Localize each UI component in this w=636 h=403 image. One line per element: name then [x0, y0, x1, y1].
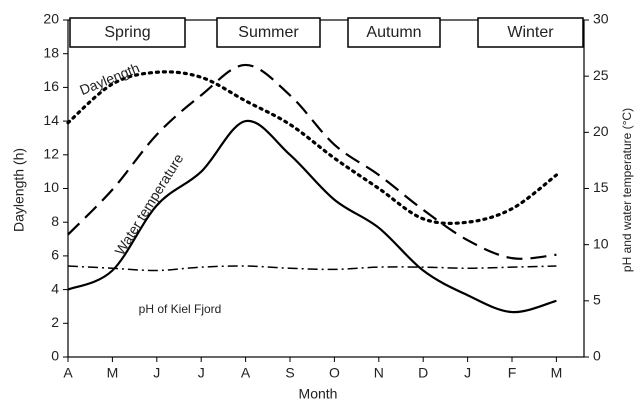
x-tick-label: M — [107, 365, 119, 381]
x-tick-label: S — [285, 365, 294, 381]
y-tick-label: 0 — [51, 348, 59, 364]
y-tick-label: 12 — [43, 146, 59, 162]
season-label: Summer — [238, 24, 299, 41]
y-tick-label: 14 — [43, 112, 59, 128]
season-label: Autumn — [366, 24, 421, 41]
x-tick-label: F — [508, 365, 517, 381]
x-tick-label: J — [153, 365, 160, 381]
y2-tick-label: 25 — [593, 67, 609, 83]
y2-tick-label: 15 — [593, 179, 609, 195]
x-tick-label: M — [551, 365, 563, 381]
x-tick-label: D — [418, 365, 428, 381]
y-tick-label: 2 — [51, 314, 59, 330]
x-tick-label: A — [63, 365, 73, 381]
x-tick-label: A — [241, 365, 251, 381]
y-tick-label: 10 — [43, 179, 59, 195]
x-tick-label: J — [198, 365, 205, 381]
y2-tick-label: 10 — [593, 235, 609, 251]
season-box — [69, 17, 186, 48]
season-box — [216, 17, 321, 48]
y2-axis-label: pH and water temperature (°C) — [620, 108, 634, 272]
x-tick-label: N — [374, 365, 384, 381]
x-axis-label: Month — [299, 386, 338, 402]
x-tick-label: O — [329, 365, 340, 381]
y-tick-label: 16 — [43, 78, 59, 94]
series-line — [67, 119, 557, 314]
series-line — [66, 70, 558, 225]
season-label: Winter — [507, 24, 554, 41]
y2-tick-label: 30 — [593, 11, 609, 27]
series-line — [67, 63, 557, 260]
y-tick-label: 4 — [51, 280, 59, 296]
y-tick-label: 18 — [43, 44, 59, 60]
y-tick-label: 8 — [51, 213, 59, 229]
season-box — [477, 17, 584, 48]
season-box — [347, 17, 441, 48]
series-label: Water temperature — [111, 151, 186, 258]
y2-tick-label: 5 — [593, 292, 601, 308]
series-label: pH of Kiel Fjord — [139, 302, 222, 316]
y2-tick-label: 0 — [593, 348, 601, 364]
y-axis-label: Daylength (h) — [11, 148, 27, 232]
x-tick-label: J — [464, 365, 471, 381]
series-label: Daylength — [77, 60, 141, 98]
y2-tick-label: 20 — [593, 123, 609, 139]
series-line — [67, 265, 557, 272]
season-label: Spring — [104, 24, 150, 41]
y-tick-label: 20 — [43, 11, 59, 27]
y-tick-label: 6 — [51, 247, 59, 263]
